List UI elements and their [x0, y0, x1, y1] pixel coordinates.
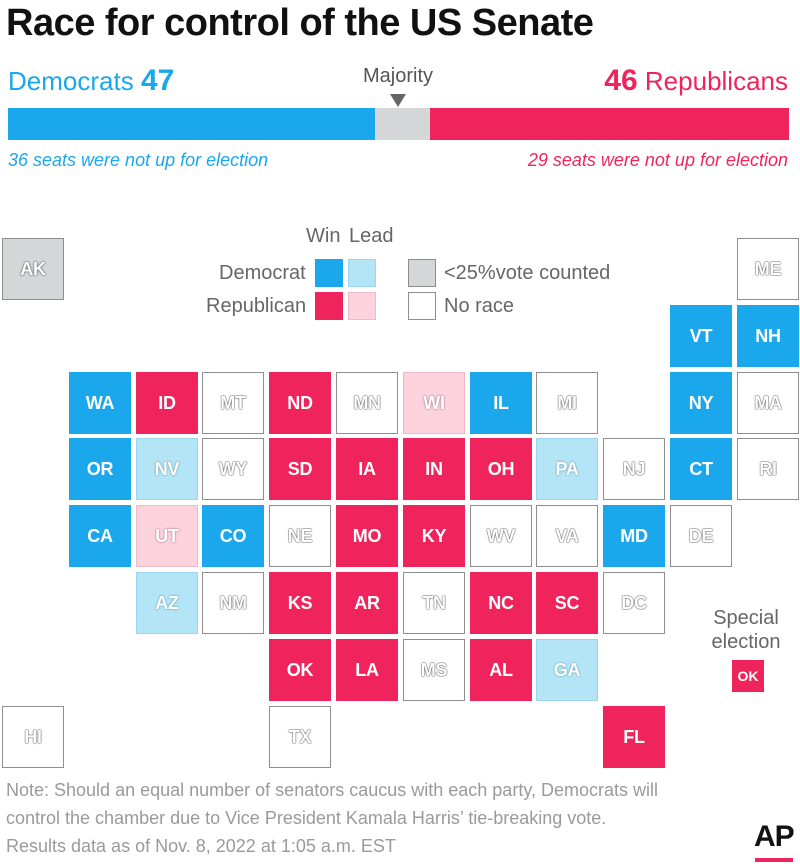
legend-no-race-swatch — [408, 292, 436, 320]
democrats-seat-bar — [8, 108, 376, 140]
ap-logo-underline — [755, 858, 793, 862]
majority-marker-icon — [390, 94, 406, 107]
state-tile-ia: IA — [336, 438, 398, 500]
democrats-seat-count: 47 — [140, 64, 175, 97]
state-tile-dc: DC — [603, 572, 665, 634]
state-tile-ar: AR — [336, 572, 398, 634]
legend-rep-lead-swatch — [348, 292, 376, 320]
legend-no-race-label: No race — [444, 295, 515, 317]
legend-lead-heading: Lead — [349, 225, 394, 247]
special-election-tile-ok: OK — [732, 660, 764, 692]
state-tile-fl: FL — [603, 706, 665, 768]
republicans-seat-bar — [429, 108, 789, 140]
state-tile-in: IN — [403, 438, 465, 500]
state-tile-wi: WI — [403, 372, 465, 434]
state-tile-nd: ND — [269, 372, 331, 434]
footnote-line-2: control the chamber due to Vice Presiden… — [6, 808, 607, 828]
legend-republican-label: Republican — [206, 295, 307, 317]
state-tile-ak: AK — [2, 238, 64, 300]
legend-counting-label: <25%vote counted — [444, 262, 611, 284]
state-tile-ct: CT — [670, 438, 732, 500]
state-tile-ky: KY — [403, 505, 465, 567]
state-tile-ut: UT — [136, 505, 198, 567]
state-tile-ma: MA — [737, 372, 799, 434]
legend-rep-win-swatch — [315, 292, 343, 320]
state-tile-mt: MT — [202, 372, 264, 434]
state-tile-nj: NJ — [603, 438, 665, 500]
state-tile-ok: OK — [269, 639, 331, 701]
state-tile-wa: WA — [69, 372, 131, 434]
republicans-label: Republicans — [644, 66, 788, 96]
state-tile-ms: MS — [403, 639, 465, 701]
state-tile-ny: NY — [670, 372, 732, 434]
special-election-label: Special election — [706, 606, 786, 654]
state-tile-de: DE — [670, 505, 732, 567]
state-tile-nh: NH — [737, 305, 799, 367]
state-tile-nm: NM — [202, 572, 264, 634]
state-tile-co: CO — [202, 505, 264, 567]
state-tile-tn: TN — [403, 572, 465, 634]
state-tile-sd: SD — [269, 438, 331, 500]
state-tile-oh: OH — [470, 438, 532, 500]
majority-label: Majority — [363, 65, 434, 87]
ap-logo: AP — [754, 820, 795, 853]
special-election-label-line2: election — [711, 631, 781, 653]
democrats-label: Democrats — [8, 66, 134, 96]
state-tile-mn: MN — [336, 372, 398, 434]
state-tile-ks: KS — [269, 572, 331, 634]
legend-democrat-label: Democrat — [219, 262, 306, 284]
legend-dem-win-swatch — [315, 259, 343, 287]
state-tile-ga: GA — [536, 639, 598, 701]
state-tile-hi: HI — [2, 706, 64, 768]
special-election-label-line1: Special — [713, 607, 779, 629]
democrats-holdover-note: 36 seats were not up for election — [8, 150, 269, 170]
state-tile-nc: NC — [470, 572, 532, 634]
state-tile-az: AZ — [136, 572, 198, 634]
legend-dem-lead-swatch — [348, 259, 376, 287]
footnote-line-3: Results data as of Nov. 8, 2022 at 1:05 … — [6, 836, 396, 856]
state-tile-mi: MI — [536, 372, 598, 434]
state-tile-vt: VT — [670, 305, 732, 367]
state-tile-id: ID — [136, 372, 198, 434]
state-tile-me: ME — [737, 238, 799, 300]
state-tile-wy: WY — [202, 438, 264, 500]
undecided-seat-bar — [375, 108, 430, 140]
state-tile-sc: SC — [536, 572, 598, 634]
state-tile-tx: TX — [269, 706, 331, 768]
state-tile-al: AL — [470, 639, 532, 701]
state-tile-wv: WV — [470, 505, 532, 567]
footnote: Note: Should an equal number of senators… — [6, 776, 736, 860]
footnote-line-1: Note: Should an equal number of senators… — [6, 780, 658, 800]
republicans-seat-count: 46 — [604, 64, 638, 97]
state-tile-md: MD — [603, 505, 665, 567]
republicans-total: 46 Republicans — [604, 64, 788, 98]
state-tile-il: IL — [470, 372, 532, 434]
state-tile-mo: MO — [336, 505, 398, 567]
page-title: Race for control of the US Senate — [6, 2, 594, 44]
state-tile-ne: NE — [269, 505, 331, 567]
legend-win-heading: Win — [306, 225, 341, 247]
republicans-holdover-note: 29 seats were not up for election — [527, 150, 788, 170]
state-tile-va: VA — [536, 505, 598, 567]
state-tile-ri: RI — [737, 438, 799, 500]
state-tile-nv: NV — [136, 438, 198, 500]
democrats-total: Democrats 47 — [8, 64, 174, 98]
state-tile-la: LA — [336, 639, 398, 701]
state-tile-or: OR — [69, 438, 131, 500]
state-tile-ca: CA — [69, 505, 131, 567]
legend-counting-swatch — [408, 259, 436, 287]
state-tile-pa: PA — [536, 438, 598, 500]
